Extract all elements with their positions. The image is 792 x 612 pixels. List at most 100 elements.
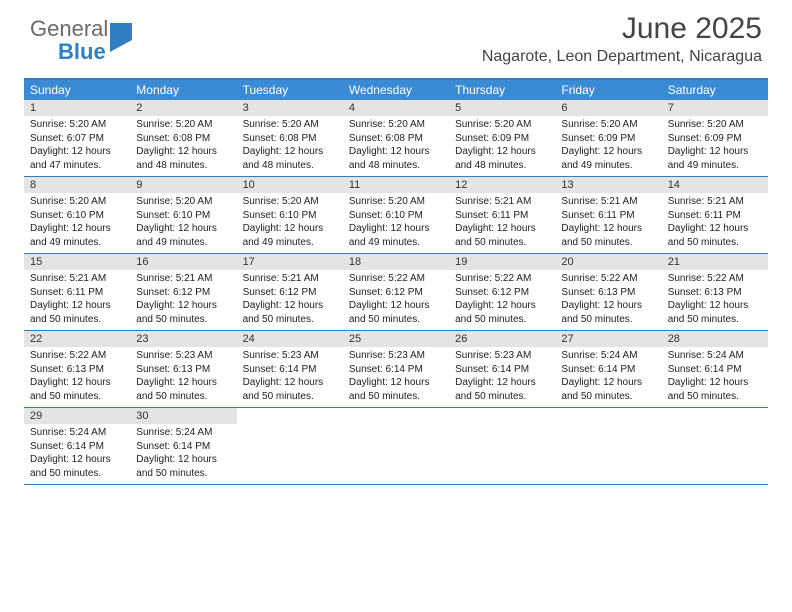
- daylight-line: Daylight: 12 hours and 49 minutes.: [136, 222, 230, 249]
- day-cell: 20Sunrise: 5:22 AMSunset: 6:13 PMDayligh…: [555, 254, 661, 330]
- day-cell: 9Sunrise: 5:20 AMSunset: 6:10 PMDaylight…: [130, 177, 236, 253]
- day-number: 17: [237, 254, 343, 270]
- day-number: 24: [237, 331, 343, 347]
- day-number: 14: [662, 177, 768, 193]
- brand-name-1: General: [30, 16, 108, 41]
- day-details: Sunrise: 5:20 AMSunset: 6:10 PMDaylight:…: [237, 193, 343, 249]
- sunset-line: Sunset: 6:12 PM: [349, 286, 443, 300]
- day-number: 15: [24, 254, 130, 270]
- title-block: June 2025 Nagarote, Leon Department, Nic…: [482, 12, 762, 66]
- sunrise-line: Sunrise: 5:20 AM: [136, 118, 230, 132]
- sunrise-line: Sunrise: 5:22 AM: [668, 272, 762, 286]
- sunrise-line: Sunrise: 5:21 AM: [455, 195, 549, 209]
- day-cell: 4Sunrise: 5:20 AMSunset: 6:08 PMDaylight…: [343, 100, 449, 176]
- sunrise-line: Sunrise: 5:20 AM: [30, 195, 124, 209]
- day-number: 4: [343, 100, 449, 116]
- day-number: 6: [555, 100, 661, 116]
- location-subtitle: Nagarote, Leon Department, Nicaragua: [482, 48, 762, 66]
- day-cell: 13Sunrise: 5:21 AMSunset: 6:11 PMDayligh…: [555, 177, 661, 253]
- sunset-line: Sunset: 6:11 PM: [668, 209, 762, 223]
- day-details: Sunrise: 5:22 AMSunset: 6:13 PMDaylight:…: [24, 347, 130, 403]
- sunset-line: Sunset: 6:12 PM: [455, 286, 549, 300]
- daylight-line: Daylight: 12 hours and 50 minutes.: [30, 376, 124, 403]
- day-details: Sunrise: 5:20 AMSunset: 6:09 PMDaylight:…: [449, 116, 555, 172]
- day-details: Sunrise: 5:20 AMSunset: 6:07 PMDaylight:…: [24, 116, 130, 172]
- sunset-line: Sunset: 6:14 PM: [455, 363, 549, 377]
- day-cell: 25Sunrise: 5:23 AMSunset: 6:14 PMDayligh…: [343, 331, 449, 407]
- day-number: [237, 408, 343, 424]
- day-cell: 28Sunrise: 5:24 AMSunset: 6:14 PMDayligh…: [662, 331, 768, 407]
- week-row: 29Sunrise: 5:24 AMSunset: 6:14 PMDayligh…: [24, 408, 768, 485]
- day-cell: 1Sunrise: 5:20 AMSunset: 6:07 PMDaylight…: [24, 100, 130, 176]
- sunrise-line: Sunrise: 5:20 AM: [243, 118, 337, 132]
- daylight-line: Daylight: 12 hours and 49 minutes.: [349, 222, 443, 249]
- day-number: 18: [343, 254, 449, 270]
- calendar: SundayMondayTuesdayWednesdayThursdayFrid…: [24, 78, 768, 485]
- sunrise-line: Sunrise: 5:22 AM: [30, 349, 124, 363]
- day-number: 13: [555, 177, 661, 193]
- sunrise-line: Sunrise: 5:23 AM: [455, 349, 549, 363]
- day-details: Sunrise: 5:21 AMSunset: 6:11 PMDaylight:…: [24, 270, 130, 326]
- day-number: [662, 408, 768, 424]
- daylight-line: Daylight: 12 hours and 49 minutes.: [243, 222, 337, 249]
- sunset-line: Sunset: 6:11 PM: [30, 286, 124, 300]
- daylight-line: Daylight: 12 hours and 50 minutes.: [455, 299, 549, 326]
- sunrise-line: Sunrise: 5:22 AM: [455, 272, 549, 286]
- day-cell: 11Sunrise: 5:20 AMSunset: 6:10 PMDayligh…: [343, 177, 449, 253]
- daylight-line: Daylight: 12 hours and 50 minutes.: [136, 299, 230, 326]
- daylight-line: Daylight: 12 hours and 49 minutes.: [668, 145, 762, 172]
- day-number: 8: [24, 177, 130, 193]
- day-cell: 23Sunrise: 5:23 AMSunset: 6:13 PMDayligh…: [130, 331, 236, 407]
- week-row: 15Sunrise: 5:21 AMSunset: 6:11 PMDayligh…: [24, 254, 768, 331]
- day-details: Sunrise: 5:23 AMSunset: 6:14 PMDaylight:…: [343, 347, 449, 403]
- day-details: Sunrise: 5:23 AMSunset: 6:14 PMDaylight:…: [237, 347, 343, 403]
- day-cell: 14Sunrise: 5:21 AMSunset: 6:11 PMDayligh…: [662, 177, 768, 253]
- daylight-line: Daylight: 12 hours and 50 minutes.: [455, 376, 549, 403]
- month-title: June 2025: [482, 12, 762, 46]
- sunset-line: Sunset: 6:14 PM: [243, 363, 337, 377]
- day-number: [343, 408, 449, 424]
- day-details: Sunrise: 5:21 AMSunset: 6:11 PMDaylight:…: [662, 193, 768, 249]
- daylight-line: Daylight: 12 hours and 50 minutes.: [243, 376, 337, 403]
- day-of-week-header: Friday: [555, 80, 661, 100]
- daylight-line: Daylight: 12 hours and 50 minutes.: [30, 299, 124, 326]
- sunrise-line: Sunrise: 5:21 AM: [243, 272, 337, 286]
- day-number: 12: [449, 177, 555, 193]
- sunrise-line: Sunrise: 5:20 AM: [243, 195, 337, 209]
- day-number: 11: [343, 177, 449, 193]
- sunrise-line: Sunrise: 5:23 AM: [136, 349, 230, 363]
- day-cell: 18Sunrise: 5:22 AMSunset: 6:12 PMDayligh…: [343, 254, 449, 330]
- day-cell: 29Sunrise: 5:24 AMSunset: 6:14 PMDayligh…: [24, 408, 130, 484]
- day-details: Sunrise: 5:21 AMSunset: 6:11 PMDaylight:…: [449, 193, 555, 249]
- daylight-line: Daylight: 12 hours and 50 minutes.: [243, 299, 337, 326]
- day-number: 23: [130, 331, 236, 347]
- daylight-line: Daylight: 12 hours and 50 minutes.: [561, 376, 655, 403]
- day-details: Sunrise: 5:20 AMSunset: 6:10 PMDaylight:…: [24, 193, 130, 249]
- sunset-line: Sunset: 6:14 PM: [30, 440, 124, 454]
- day-number: 25: [343, 331, 449, 347]
- sunset-line: Sunset: 6:14 PM: [136, 440, 230, 454]
- sunset-line: Sunset: 6:14 PM: [561, 363, 655, 377]
- logo-text-block: General Blue: [30, 18, 132, 64]
- day-details: Sunrise: 5:20 AMSunset: 6:08 PMDaylight:…: [237, 116, 343, 172]
- day-cell: 7Sunrise: 5:20 AMSunset: 6:09 PMDaylight…: [662, 100, 768, 176]
- day-of-week-header: Tuesday: [237, 80, 343, 100]
- sunrise-line: Sunrise: 5:24 AM: [561, 349, 655, 363]
- sunrise-line: Sunrise: 5:20 AM: [455, 118, 549, 132]
- sunset-line: Sunset: 6:10 PM: [30, 209, 124, 223]
- day-cell: 19Sunrise: 5:22 AMSunset: 6:12 PMDayligh…: [449, 254, 555, 330]
- daylight-line: Daylight: 12 hours and 47 minutes.: [30, 145, 124, 172]
- day-details: Sunrise: 5:20 AMSunset: 6:08 PMDaylight:…: [130, 116, 236, 172]
- daylight-line: Daylight: 12 hours and 48 minutes.: [243, 145, 337, 172]
- sunset-line: Sunset: 6:09 PM: [561, 132, 655, 146]
- day-details: Sunrise: 5:24 AMSunset: 6:14 PMDaylight:…: [555, 347, 661, 403]
- sunrise-line: Sunrise: 5:23 AM: [243, 349, 337, 363]
- daylight-line: Daylight: 12 hours and 50 minutes.: [668, 222, 762, 249]
- day-cell: 24Sunrise: 5:23 AMSunset: 6:14 PMDayligh…: [237, 331, 343, 407]
- sunrise-line: Sunrise: 5:21 AM: [136, 272, 230, 286]
- sunset-line: Sunset: 6:13 PM: [136, 363, 230, 377]
- week-row: 8Sunrise: 5:20 AMSunset: 6:10 PMDaylight…: [24, 177, 768, 254]
- sunrise-line: Sunrise: 5:24 AM: [668, 349, 762, 363]
- sunrise-line: Sunrise: 5:24 AM: [136, 426, 230, 440]
- sunset-line: Sunset: 6:08 PM: [243, 132, 337, 146]
